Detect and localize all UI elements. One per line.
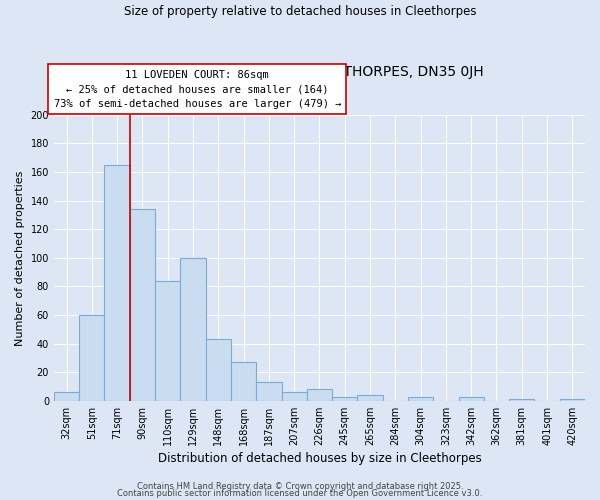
Text: Contains HM Land Registry data © Crown copyright and database right 2025.: Contains HM Land Registry data © Crown c…: [137, 482, 463, 491]
Text: Size of property relative to detached houses in Cleethorpes: Size of property relative to detached ho…: [124, 4, 476, 18]
Bar: [104, 165, 130, 401]
Bar: [231, 362, 256, 401]
Bar: [408, 396, 433, 401]
Bar: [560, 400, 585, 401]
Bar: [79, 315, 104, 401]
Y-axis label: Number of detached properties: Number of detached properties: [15, 170, 25, 346]
Bar: [458, 396, 484, 401]
Bar: [206, 340, 231, 401]
Title: 11, LOVEDEN COURT, CLEETHORPES, DN35 0JH: 11, LOVEDEN COURT, CLEETHORPES, DN35 0JH: [155, 65, 484, 79]
Bar: [181, 258, 206, 401]
Bar: [256, 382, 281, 401]
Bar: [509, 400, 535, 401]
Bar: [307, 390, 332, 401]
Bar: [281, 392, 307, 401]
Bar: [54, 392, 79, 401]
X-axis label: Distribution of detached houses by size in Cleethorpes: Distribution of detached houses by size …: [158, 452, 481, 465]
Bar: [130, 209, 155, 401]
Text: Contains public sector information licensed under the Open Government Licence v3: Contains public sector information licen…: [118, 488, 482, 498]
Bar: [332, 396, 358, 401]
Bar: [155, 280, 181, 401]
Text: 11 LOVEDEN COURT: 86sqm
← 25% of detached houses are smaller (164)
73% of semi-d: 11 LOVEDEN COURT: 86sqm ← 25% of detache…: [53, 70, 341, 109]
Bar: [358, 395, 383, 401]
